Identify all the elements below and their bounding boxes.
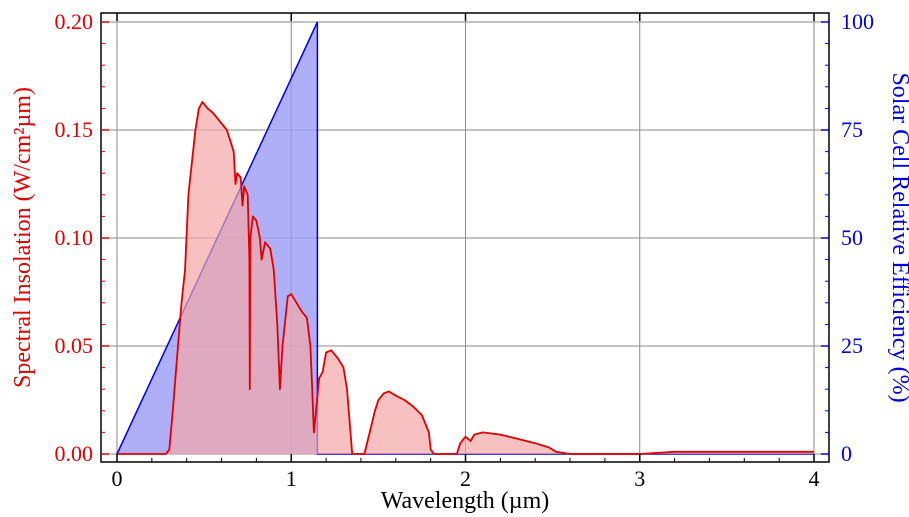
y-left-tick-label: 0.00	[55, 441, 94, 466]
y-left-tick-label: 0.05	[55, 333, 94, 358]
y-right-tick-label: 75	[841, 117, 863, 142]
y-right-tick-label: 100	[841, 9, 874, 34]
y-left-axis-label: Spectral Insolation (W/cm²µm)	[10, 87, 36, 388]
y-right-tick-label: 50	[841, 225, 863, 250]
x-tick-label: 2	[460, 466, 471, 491]
y-left-ticks: 0.00 0.05 0.10 0.15 0.20	[55, 9, 109, 466]
insolation-area	[117, 101, 814, 455]
x-tick-label: 3	[634, 466, 645, 491]
insolation-line	[117, 101, 814, 455]
y-left-tick-label: 0.15	[55, 117, 94, 142]
insolation-series	[117, 101, 814, 455]
x-tick-label: 0	[112, 466, 123, 491]
y-left-tick-label: 0.20	[55, 9, 94, 34]
x-tick-label: 4	[809, 466, 820, 491]
y-right-tick-label: 25	[841, 333, 863, 358]
y-left-tick-label: 0.10	[55, 225, 94, 250]
x-ticks: 0 1 2 3 4	[112, 13, 820, 491]
y-right-axis-label: Solar Cell Relative Efficiency (%)	[887, 72, 909, 402]
y-right-ticks: 0 25 50 75 100	[821, 9, 874, 466]
x-tick-label: 1	[286, 466, 297, 491]
y-right-tick-label: 0	[841, 441, 852, 466]
x-axis-label: Wavelength (µm)	[381, 488, 550, 514]
